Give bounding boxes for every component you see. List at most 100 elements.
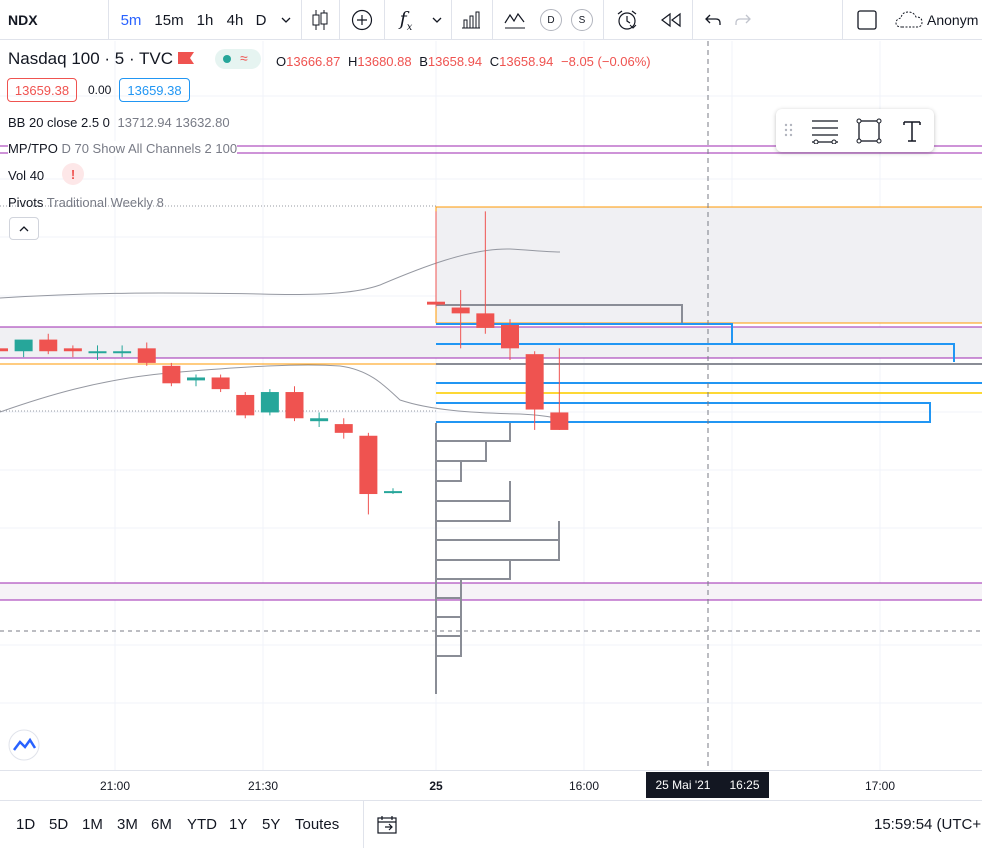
bb-lower-band: [0, 364, 561, 420]
bar-chart-icon: [462, 11, 480, 29]
candle-body: [384, 491, 402, 494]
indicator-pivots[interactable]: Pivots Traditional Weekly 8: [8, 195, 164, 210]
candle-body: [451, 307, 470, 314]
indicator-mp-tpo[interactable]: MP/TPO D 70 Show All Channels 2 100: [8, 141, 238, 156]
candle: [63, 345, 82, 358]
range-1d-button[interactable]: 1D: [16, 816, 36, 833]
candle: [334, 418, 353, 439]
candle: [285, 386, 304, 422]
time-label: 21:00: [99, 779, 131, 793]
timeframe-d-button[interactable]: D: [255, 11, 267, 29]
session-range-fill: [436, 207, 982, 323]
undo-button[interactable]: [700, 0, 726, 40]
drag-handle-icon[interactable]: [784, 122, 794, 138]
horizontal-lines-icon[interactable]: [810, 118, 840, 144]
timeframe-dropdown[interactable]: [277, 0, 295, 40]
candle: [39, 333, 58, 355]
floating-drawing-toolbar: [776, 109, 934, 152]
candle: [88, 345, 107, 360]
time-axis[interactable]: 21:00 21:30 25 16:00 17:00 25 Mai '21 16…: [0, 770, 982, 800]
range-all-button[interactable]: Toutes: [295, 816, 340, 833]
vol-warning-icon[interactable]: !: [62, 163, 84, 185]
buy-price-button[interactable]: 13659.38: [119, 78, 190, 102]
range-ytd-button[interactable]: YTD: [187, 816, 217, 833]
flag-icon: [178, 52, 194, 64]
toolbar-divider: [603, 0, 604, 40]
alerts-d-button[interactable]: D: [540, 0, 562, 40]
range-1m-button[interactable]: 1M: [82, 816, 103, 833]
candle: [137, 342, 156, 366]
approx-icon: ≈: [240, 50, 248, 66]
tradingview-logo[interactable]: [8, 729, 40, 761]
candle: [501, 319, 520, 360]
cloud-save-button[interactable]: Anonym: [895, 0, 982, 40]
candle: [14, 339, 33, 358]
range-3m-button[interactable]: 3M: [117, 816, 138, 833]
open-dot-icon: [223, 55, 231, 63]
candle: [359, 432, 378, 515]
redo-button[interactable]: [730, 0, 756, 40]
candle: [113, 345, 132, 358]
candle-body: [113, 351, 132, 354]
compare-strategies-button[interactable]: [500, 0, 530, 40]
square-icon: [857, 10, 877, 30]
timeframe-4h-button[interactable]: 4h: [226, 11, 244, 29]
timeframe-5m-button[interactable]: 5m: [120, 11, 142, 29]
candle-body: [39, 339, 58, 352]
range-5d-button[interactable]: 5D: [49, 816, 69, 833]
candle-body: [285, 392, 304, 419]
alarm-clock-icon: [617, 10, 637, 30]
financials-button[interactable]: [456, 0, 486, 40]
symbol-search-button[interactable]: NDX: [8, 12, 38, 28]
candle-body: [260, 392, 279, 413]
alert-button[interactable]: [612, 0, 642, 40]
indicators-button[interactable]: fx: [392, 0, 420, 40]
replay-button[interactable]: [657, 0, 685, 40]
time-label: 17:00: [864, 779, 896, 793]
candle: [427, 211, 445, 308]
candle: [384, 488, 402, 495]
candle-body: [334, 424, 353, 433]
indicators-dropdown[interactable]: [428, 0, 446, 40]
candle-body: [550, 412, 569, 430]
candle: [260, 389, 279, 416]
open-value: 13666.87: [286, 54, 341, 69]
toolbar-divider: [492, 0, 493, 40]
range-1y-button[interactable]: 1Y: [229, 816, 248, 833]
toolbar-divider: [842, 0, 843, 40]
sell-price-button[interactable]: 13659.38: [7, 78, 77, 102]
candle: [236, 392, 255, 419]
toolbar-divider: [108, 0, 109, 40]
chevron-down-icon: [432, 17, 442, 23]
candlestick-series: [0, 211, 569, 515]
range-6m-button[interactable]: 6M: [151, 816, 172, 833]
alerts-s-button[interactable]: S: [571, 0, 593, 40]
profile-blue-bars: [436, 323, 982, 423]
toolbar-divider: [451, 0, 452, 40]
add-compare-button[interactable]: [345, 0, 379, 40]
bottom-toolbar: 1D 5D 1M 3M 6M YTD 1Y 5Y Toutes 15:59:54…: [0, 800, 982, 848]
chart-type-button[interactable]: [305, 0, 335, 40]
text-tool-icon[interactable]: [902, 119, 922, 143]
tpo-value-area-shade: [0, 327, 982, 358]
clock-timezone-button[interactable]: 15:59:54 (UTC+: [874, 816, 982, 833]
change-value: −8.05 (−0.06%): [561, 54, 651, 69]
time-label: 21:30: [247, 779, 279, 793]
candle-body: [0, 348, 8, 352]
plus-circle-icon: [351, 9, 373, 31]
candle-body: [88, 351, 107, 354]
rectangle-tool-icon[interactable]: [856, 118, 882, 144]
indicator-bb[interactable]: BB 20 close 2.5 0 13712.94 13632.80: [8, 115, 230, 130]
layout-button[interactable]: [852, 0, 882, 40]
chart-pane[interactable]: [0, 41, 982, 770]
collapse-legend-button[interactable]: [9, 217, 39, 240]
timeframe-15m-button[interactable]: 15m: [154, 11, 184, 29]
indicator-vol[interactable]: Vol 40: [8, 168, 45, 183]
timeframe-1h-button[interactable]: 1h: [196, 11, 214, 29]
undo-icon: [705, 14, 721, 25]
cloud-icon: [895, 11, 923, 28]
candle-body: [310, 418, 329, 422]
market-status-toggle[interactable]: ≈: [215, 49, 261, 69]
goto-date-icon[interactable]: [376, 815, 398, 835]
range-5y-button[interactable]: 5Y: [262, 816, 281, 833]
